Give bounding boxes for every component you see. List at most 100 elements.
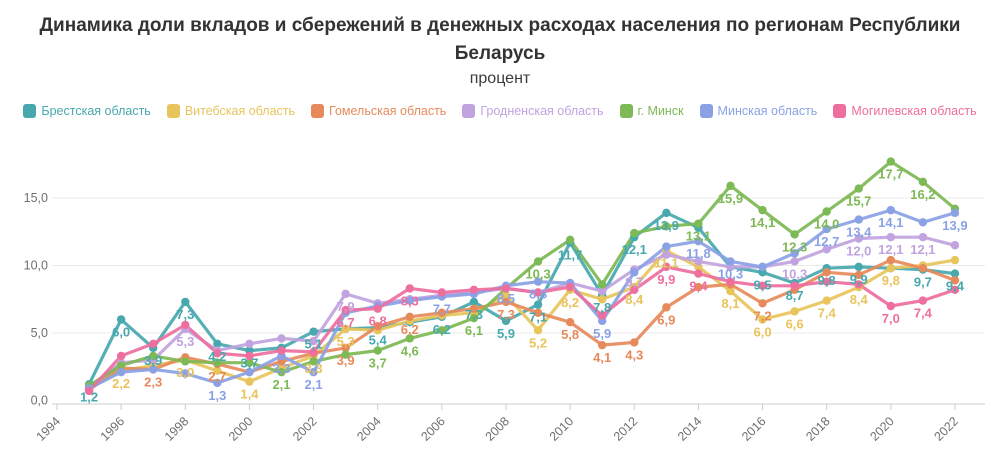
data-point[interactable]	[790, 307, 799, 316]
data-point[interactable]	[662, 242, 671, 251]
data-point[interactable]	[116, 367, 126, 377]
data-point[interactable]	[245, 339, 254, 348]
legend-item[interactable]: г. Минск	[619, 104, 684, 118]
data-point[interactable]	[758, 262, 767, 272]
data-point[interactable]	[405, 284, 414, 293]
data-point[interactable]	[213, 349, 222, 358]
data-point[interactable]	[662, 262, 671, 272]
data-point[interactable]	[149, 339, 158, 348]
data-point[interactable]	[84, 386, 94, 396]
data-point[interactable]	[630, 285, 639, 294]
data-point[interactable]	[950, 276, 960, 285]
data-point[interactable]	[790, 281, 799, 290]
data-point[interactable]	[950, 208, 960, 218]
data-point[interactable]	[950, 241, 960, 250]
data-point[interactable]	[373, 322, 382, 331]
data-point[interactable]	[213, 366, 222, 375]
data-point[interactable]	[181, 320, 190, 330]
data-point[interactable]	[213, 339, 222, 348]
data-point[interactable]	[116, 315, 126, 324]
data-point[interactable]	[533, 288, 543, 297]
data-point[interactable]	[694, 282, 703, 292]
data-point[interactable]	[277, 367, 286, 377]
data-point[interactable]	[277, 334, 286, 343]
legend-item[interactable]: Витебская область	[166, 104, 295, 118]
data-point[interactable]	[854, 280, 863, 289]
data-point[interactable]	[309, 367, 318, 377]
data-point[interactable]	[630, 228, 639, 238]
legend-item[interactable]: Гомельская область	[311, 104, 446, 118]
data-point[interactable]	[886, 301, 896, 311]
data-point[interactable]	[597, 311, 607, 320]
data-point[interactable]	[822, 224, 831, 234]
data-point[interactable]	[116, 351, 126, 361]
data-point[interactable]	[437, 326, 447, 335]
data-point[interactable]	[501, 284, 511, 293]
data-point[interactable]	[181, 357, 190, 366]
data-point[interactable]	[918, 218, 928, 227]
data-point[interactable]	[918, 232, 928, 242]
data-point[interactable]	[405, 334, 414, 343]
data-point[interactable]	[726, 257, 735, 266]
data-point[interactable]	[149, 351, 158, 361]
data-point[interactable]	[437, 308, 447, 317]
data-point[interactable]	[822, 277, 831, 286]
data-point[interactable]	[149, 365, 158, 374]
data-point[interactable]	[758, 299, 767, 308]
data-point[interactable]	[854, 262, 863, 272]
data-point[interactable]	[501, 316, 511, 326]
data-point[interactable]	[918, 296, 928, 305]
data-point[interactable]	[694, 237, 703, 246]
data-point[interactable]	[533, 308, 543, 317]
data-point[interactable]	[533, 277, 543, 286]
data-point[interactable]	[950, 269, 960, 278]
legend-item[interactable]: Гродненская область	[462, 104, 604, 118]
data-point[interactable]	[630, 338, 639, 347]
data-point[interactable]	[822, 296, 831, 305]
data-point[interactable]	[565, 318, 575, 327]
data-point[interactable]	[213, 378, 222, 388]
data-point[interactable]	[373, 304, 382, 313]
data-point[interactable]	[341, 343, 350, 353]
data-point[interactable]	[245, 377, 254, 386]
data-point[interactable]	[918, 177, 928, 186]
data-point[interactable]	[950, 285, 960, 294]
data-point[interactable]	[694, 219, 703, 228]
data-point[interactable]	[758, 281, 767, 290]
data-point[interactable]	[886, 255, 896, 265]
data-point[interactable]	[822, 207, 831, 216]
data-point[interactable]	[565, 235, 575, 245]
data-point[interactable]	[790, 257, 799, 266]
data-point[interactable]	[597, 286, 607, 296]
data-point[interactable]	[469, 313, 479, 323]
data-point[interactable]	[854, 270, 863, 280]
data-point[interactable]	[309, 347, 318, 357]
data-point[interactable]	[341, 305, 350, 315]
data-point[interactable]	[886, 157, 896, 166]
data-point[interactable]	[245, 358, 254, 367]
data-point[interactable]	[341, 350, 350, 359]
data-point[interactable]	[309, 357, 318, 366]
data-point[interactable]	[245, 367, 254, 377]
data-point[interactable]	[662, 250, 671, 259]
data-point[interactable]	[341, 289, 350, 299]
data-point[interactable]	[533, 326, 543, 335]
data-point[interactable]	[469, 285, 479, 294]
data-point[interactable]	[822, 268, 831, 277]
data-point[interactable]	[950, 255, 960, 265]
data-point[interactable]	[405, 312, 414, 321]
data-point[interactable]	[726, 286, 735, 296]
data-point[interactable]	[886, 264, 896, 273]
data-point[interactable]	[790, 230, 799, 239]
data-point[interactable]	[341, 324, 350, 334]
data-point[interactable]	[277, 346, 286, 355]
data-point[interactable]	[181, 369, 190, 378]
data-point[interactable]	[726, 181, 735, 191]
data-point[interactable]	[501, 297, 511, 307]
data-point[interactable]	[501, 291, 511, 300]
data-point[interactable]	[854, 234, 863, 243]
data-point[interactable]	[886, 232, 896, 242]
data-point[interactable]	[662, 303, 671, 312]
data-point[interactable]	[854, 215, 863, 224]
data-point[interactable]	[758, 205, 767, 215]
